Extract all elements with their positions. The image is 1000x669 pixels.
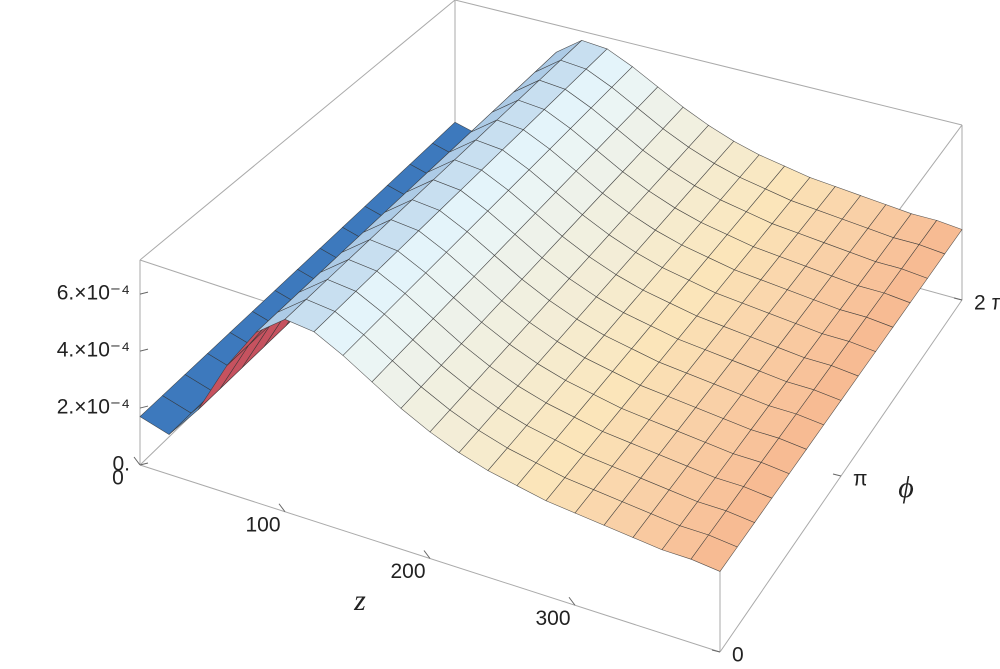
x-tick-label: 300 [535, 607, 570, 630]
y-tick [711, 649, 721, 653]
z-tick [139, 405, 149, 409]
z-tick-label: 2.×10⁻⁴ [57, 396, 130, 419]
x-tick [568, 596, 576, 606]
z-tick [139, 348, 149, 352]
x-tick-label: 200 [390, 560, 425, 583]
z-tick-label: 0. [112, 453, 130, 476]
x-tick-label: 0 [112, 467, 124, 490]
y-tick [953, 297, 963, 301]
box-edge [454, 0, 963, 126]
surface [139, 40, 963, 572]
y-tick-label: 0 [732, 644, 744, 667]
z-tick-label: 4.×10⁻⁴ [57, 339, 130, 362]
y-tick [832, 473, 842, 477]
y-axis-label: ϕ [898, 471, 914, 504]
z-tick-label: 6.×10⁻⁴ [57, 282, 130, 305]
x-tick [423, 550, 431, 559]
x-axis-label: z [353, 584, 366, 617]
box-edge [139, 0, 456, 261]
surface-patch [690, 534, 738, 572]
box-edge [719, 299, 963, 653]
axes: z ϕ 0 100 200 300 0 π 2 π 0. 2.×10⁻⁴ 4.×10⁻⁴ 6.×10… [57, 282, 1000, 667]
y-tick-label: 2 π [974, 292, 1000, 315]
z-tick [139, 291, 149, 295]
x-tick [278, 503, 286, 513]
z-tick [139, 462, 149, 466]
x-tick-label: 100 [245, 513, 280, 536]
y-tick-label: π [853, 468, 868, 491]
x-tick [133, 456, 141, 466]
